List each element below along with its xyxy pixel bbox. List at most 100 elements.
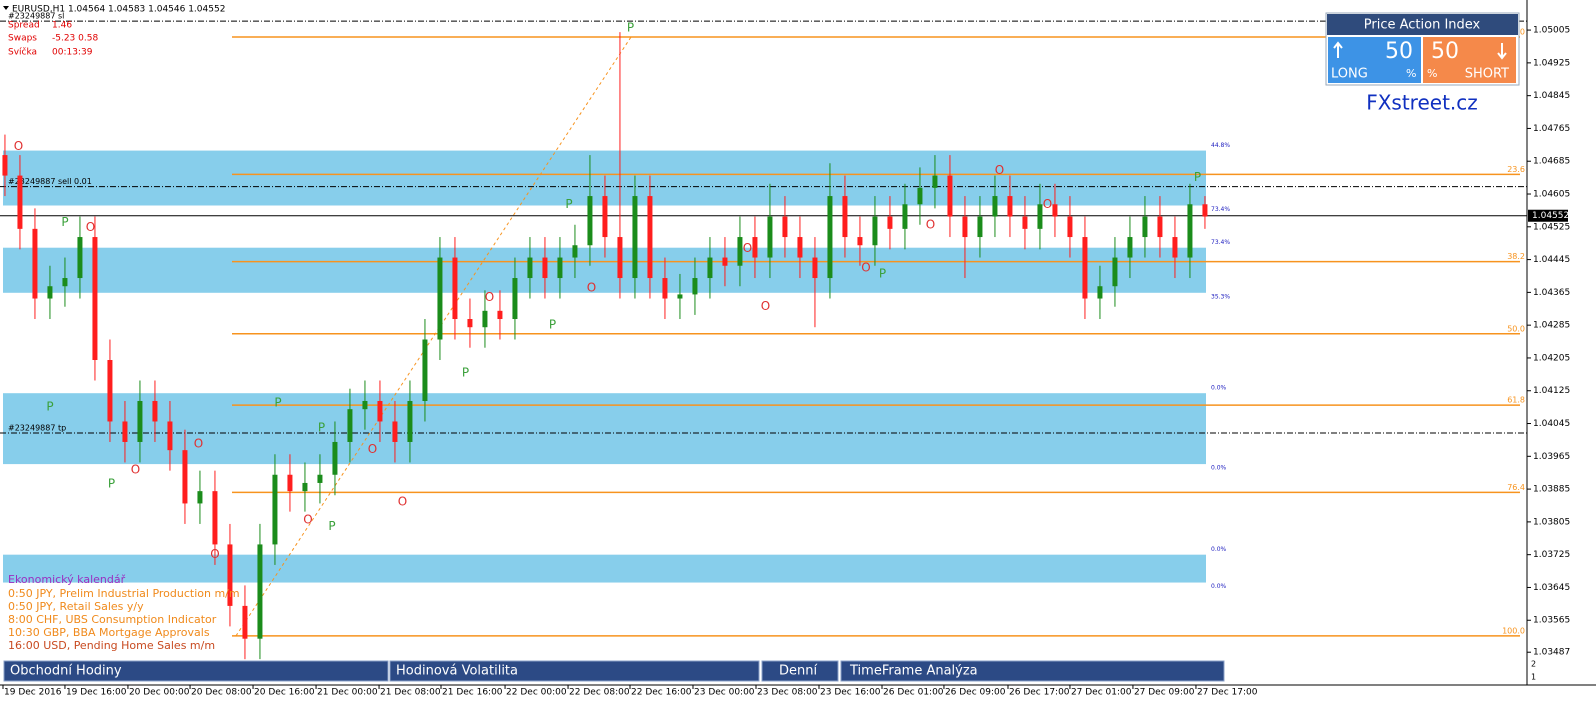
info-name: Svíčka: [8, 47, 37, 58]
x-tick-label: 23 Dec 00:00: [694, 688, 755, 698]
toolbar-button[interactable]: [761, 660, 839, 682]
candle-body: [707, 257, 713, 279]
toolbar-label[interactable]: Hodinová Volatilita: [396, 664, 518, 679]
fib-label: 38.2: [1507, 252, 1525, 261]
candle-body: [77, 237, 83, 279]
pivot-marker: O: [1043, 197, 1052, 211]
candle-body: [377, 400, 383, 422]
candle-body: [2, 155, 8, 176]
symbol-header: EURUSD,H1 1.04564 1.04583 1.04546 1.0455…: [12, 5, 225, 15]
candle-body: [602, 196, 608, 238]
pivot-marker: O: [303, 513, 312, 527]
candle-body: [167, 421, 173, 451]
candle-body: [182, 450, 188, 504]
y-tick-label: 1.04765: [1533, 124, 1570, 134]
candle-body: [1022, 216, 1028, 229]
toolbar-button[interactable]: [840, 660, 1225, 682]
x-tick-label: 19 Dec 2016: [4, 688, 62, 698]
candle-body: [452, 257, 458, 320]
fib-label: 61.8: [1507, 396, 1525, 405]
pivot-marker: P: [462, 366, 469, 380]
brand: FXstreet.cz: [1366, 91, 1478, 115]
candle-body: [692, 278, 698, 295]
candle-body: [767, 216, 773, 258]
pivot-marker: O: [131, 463, 140, 477]
pivot-marker: O: [743, 241, 752, 255]
candle-body: [1082, 237, 1088, 299]
toolbar-button[interactable]: [3, 660, 389, 682]
x-tick-label: 21 Dec 16:00: [442, 688, 503, 698]
candle-body: [512, 278, 518, 320]
x-tick-label: 20 Dec 00:00: [129, 688, 190, 698]
info-name: Spread: [8, 21, 40, 31]
y-tick-label: 1.03487: [1533, 648, 1570, 658]
calendar-item: 8:00 CHF, UBS Consumption Indicator: [8, 613, 217, 626]
long-unit: %: [1406, 67, 1416, 80]
candle-body: [482, 310, 488, 328]
candle-body: [122, 421, 128, 442]
y-tick-label: 1.04605: [1533, 190, 1570, 200]
candle-body: [932, 175, 938, 188]
current-price-box: [1528, 209, 1568, 222]
candle-body: [872, 216, 878, 246]
y-tick-label: 1.04365: [1533, 288, 1570, 298]
candle-body: [362, 400, 368, 410]
toolbar-label[interactable]: Obchodní Hodiny: [10, 664, 122, 679]
x-tick-label: 27 Dec 09:00: [1134, 688, 1195, 698]
candle-body: [1037, 204, 1043, 229]
pivot-marker: P: [1194, 170, 1201, 184]
down-arrow: [1497, 43, 1507, 60]
toolbar-label[interactable]: TimeFrame Analýza: [849, 664, 978, 679]
y-tick-label: 1.04205: [1533, 353, 1570, 363]
fib-label: 100.0: [1502, 626, 1525, 635]
calendar-item: 0:50 JPY, Prelim Industrial Production m…: [8, 587, 240, 600]
y-tick-label: 1.04125: [1533, 386, 1570, 396]
candle-body: [197, 491, 203, 504]
up-arrow: [1333, 41, 1343, 58]
y-tick-label: 1.04525: [1533, 222, 1570, 232]
menu-triangle: [3, 6, 9, 10]
candle-body: [677, 294, 683, 299]
subwindow-tick: 1: [1531, 673, 1536, 682]
candle-body: [947, 175, 953, 217]
calendar-item: 16:00 USD, Pending Home Sales m/m: [8, 639, 215, 652]
candle-body: [92, 237, 98, 360]
candle-body: [542, 257, 548, 279]
candle-body: [317, 474, 323, 483]
candle-body: [497, 310, 503, 320]
candle-body: [572, 245, 578, 258]
candle-body: [647, 196, 653, 279]
fib-label: 76.4: [1507, 483, 1525, 492]
pivot-marker: O: [485, 290, 494, 304]
short-panel: [1423, 37, 1516, 83]
x-tick-label: 26 Dec 17:00: [1009, 688, 1070, 698]
pivot-marker: O: [398, 495, 407, 509]
toolbar-button[interactable]: [389, 660, 760, 682]
pivot-marker: O: [861, 260, 870, 274]
y-tick-label: 1.04045: [1533, 419, 1570, 429]
pivot-marker: O: [368, 442, 377, 456]
candle-body: [797, 237, 803, 258]
pivot-marker: O: [210, 547, 219, 561]
candle-body: [347, 409, 353, 442]
x-tick-label: 23 Dec 08:00: [757, 688, 818, 698]
candle-body: [557, 257, 563, 279]
candle-body: [17, 175, 23, 229]
y-tick-label: 1.03805: [1533, 517, 1570, 527]
candle-body: [437, 257, 443, 340]
candle-body: [1052, 204, 1058, 217]
x-tick-label: 20 Dec 08:00: [191, 688, 252, 698]
long-value: 50: [1385, 39, 1413, 64]
pivot-marker: P: [328, 519, 335, 533]
y-tick-label: 1.03885: [1533, 485, 1570, 495]
toolbar-label[interactable]: Denní: [779, 664, 817, 679]
candle-body: [782, 216, 788, 238]
short-value: 50: [1431, 39, 1459, 64]
candle-body: [737, 237, 743, 266]
x-tick-label: 27 Dec 01:00: [1071, 688, 1132, 698]
zone-label: 35.3%: [1211, 293, 1230, 300]
info-name: Swaps: [8, 34, 37, 44]
candle-body: [47, 286, 53, 299]
calendar-title: Ekonomický kalendář: [8, 573, 126, 586]
pivot-marker: P: [879, 266, 886, 280]
